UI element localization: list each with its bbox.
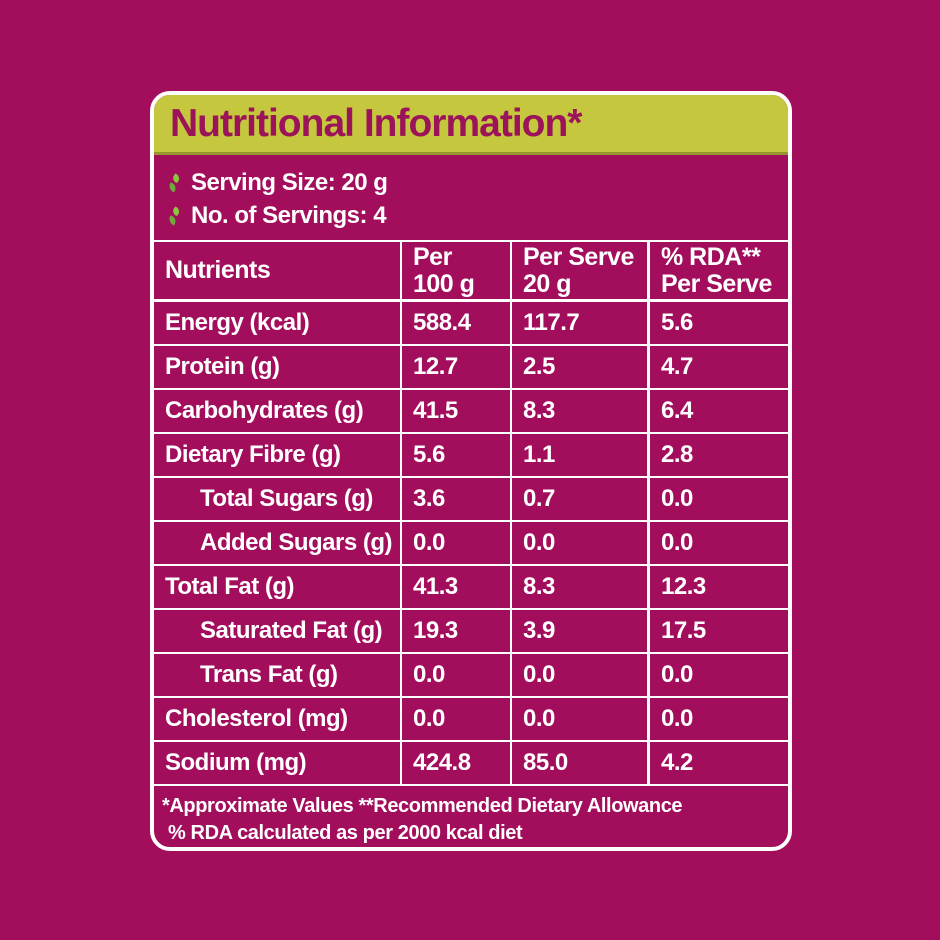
table-row: Total Fat (g) 41.3 8.3 12.3 — [154, 566, 788, 610]
rda-cell: 0.0 — [647, 698, 788, 740]
table-row: Energy (kcal) 588.4 117.7 5.6 — [154, 302, 788, 346]
rda-cell: 4.7 — [647, 346, 788, 388]
per-serve-cell: 0.0 — [510, 698, 647, 740]
rda-cell: 17.5 — [647, 610, 788, 652]
per-100g-cell: 12.7 — [400, 346, 510, 388]
rda-cell: 12.3 — [647, 566, 788, 608]
footnote-approximate-values: *Approximate Values **Recommended Dietar… — [162, 795, 683, 817]
header-rda: % RDA** Per Serve — [647, 242, 788, 299]
per-serve-cell: 1.1 — [510, 434, 647, 476]
nutrient-name-cell: Dietary Fibre (g) — [165, 441, 341, 468]
per-100g-cell: 3.6 — [400, 478, 510, 520]
nutrient-name-cell: Energy (kcal) — [165, 309, 310, 336]
table-row: Cholesterol (mg) 0.0 0.0 0.0 — [154, 698, 788, 742]
per-serve-cell: 2.5 — [510, 346, 647, 388]
nutrition-panel: Nutritional Information* Serving Size: 2… — [150, 91, 792, 851]
per-serve-cell: 8.3 — [510, 566, 647, 608]
table-row: Dietary Fibre (g) 5.6 1.1 2.8 — [154, 434, 788, 478]
per-serve-cell: 117.7 — [510, 302, 647, 344]
nutrient-name-cell: Sodium (mg) — [165, 749, 307, 776]
leaf-icon — [169, 173, 180, 192]
nutrient-name-cell: Total Fat (g) — [165, 573, 295, 600]
rda-cell: 2.8 — [647, 434, 788, 476]
per-serve-cell: 0.0 — [510, 654, 647, 696]
per-100g-cell: 41.3 — [400, 566, 510, 608]
nutrient-name-cell: Added Sugars (g) — [200, 529, 393, 556]
nutrient-name-cell: Cholesterol (mg) — [165, 705, 348, 732]
servings-count-label: No. of Servings: 4 — [191, 202, 387, 229]
per-serve-cell: 0.0 — [510, 522, 647, 564]
per-serve-cell: 3.9 — [510, 610, 647, 652]
rda-cell: 0.0 — [647, 654, 788, 696]
per-serve-cell: 8.3 — [510, 390, 647, 432]
serving-info: Serving Size: 20 g No. of Servings: 4 — [154, 155, 788, 240]
per-serve-cell: 0.7 — [510, 478, 647, 520]
table-row: Total Sugars (g) 3.6 0.7 0.0 — [154, 478, 788, 522]
per-100g-cell: 0.0 — [400, 698, 510, 740]
per-100g-cell: 19.3 — [400, 610, 510, 652]
table-row: Added Sugars (g) 0.0 0.0 0.0 — [154, 522, 788, 566]
per-100g-cell: 5.6 — [400, 434, 510, 476]
serving-size-line: Serving Size: 20 g — [166, 168, 788, 198]
leaf-icon — [169, 206, 180, 225]
header-nutrients: Nutrients — [165, 256, 271, 284]
rda-cell: 0.0 — [647, 522, 788, 564]
per-100g-cell: 0.0 — [400, 654, 510, 696]
nutrient-name-cell: Trans Fat (g) — [200, 661, 338, 688]
nutrient-name-cell: Saturated Fat (g) — [200, 617, 383, 644]
footnotes: *Approximate Values **Recommended Dietar… — [154, 786, 788, 847]
table-row: Saturated Fat (g) 19.3 3.9 17.5 — [154, 610, 788, 654]
page-title: Nutritional Information* — [170, 102, 582, 145]
rda-cell: 6.4 — [647, 390, 788, 432]
rda-cell: 0.0 — [647, 478, 788, 520]
per-100g-cell: 41.5 — [400, 390, 510, 432]
per-serve-cell: 85.0 — [510, 742, 647, 784]
table-row: Protein (g) 12.7 2.5 4.7 — [154, 346, 788, 390]
nutrient-name-cell: Protein (g) — [165, 353, 280, 380]
table-header-row: Nutrients Per 100 g Per Serve 20 g % RDA… — [154, 240, 788, 302]
table-row: Carbohydrates (g) 41.5 8.3 6.4 — [154, 390, 788, 434]
footnote-rda-basis: % RDA calculated as per 2000 kcal diet — [168, 822, 523, 844]
nutrient-name-cell: Carbohydrates (g) — [165, 397, 364, 424]
per-100g-cell: 588.4 — [400, 302, 510, 344]
title-band: Nutritional Information* — [154, 95, 788, 155]
header-per-100g: Per 100 g — [400, 242, 510, 299]
servings-count-line: No. of Servings: 4 — [166, 201, 788, 231]
serving-size-label: Serving Size: 20 g — [191, 169, 388, 196]
nutrient-name-cell: Total Sugars (g) — [200, 485, 373, 512]
rda-cell: 4.2 — [647, 742, 788, 784]
per-100g-cell: 424.8 — [400, 742, 510, 784]
header-per-serve: Per Serve 20 g — [510, 242, 647, 299]
rda-cell: 5.6 — [647, 302, 788, 344]
per-100g-cell: 0.0 — [400, 522, 510, 564]
table-row: Trans Fat (g) 0.0 0.0 0.0 — [154, 654, 788, 698]
table-row: Sodium (mg) 424.8 85.0 4.2 — [154, 742, 788, 786]
